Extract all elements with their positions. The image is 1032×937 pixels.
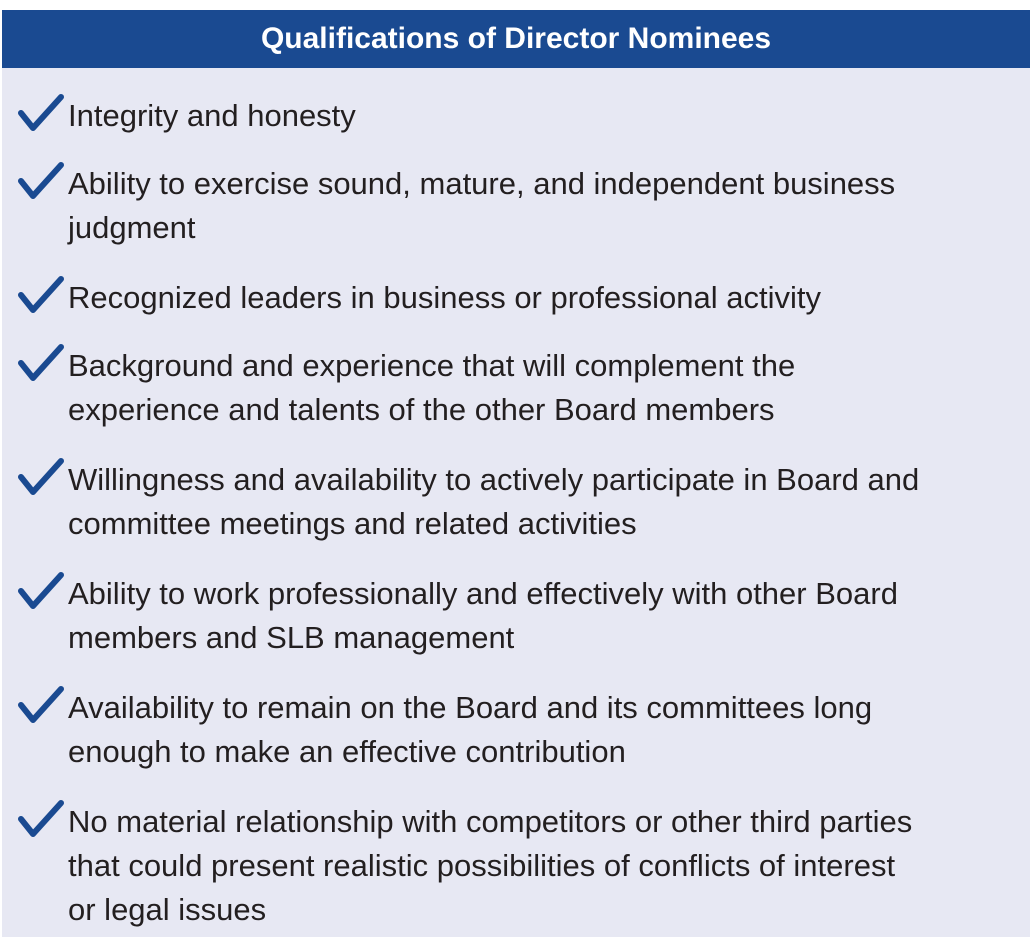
qualifications-panel: Qualifications of Director Nominees Inte… [2, 10, 1030, 937]
list-item-text: No material relationship with competitor… [68, 804, 913, 927]
checkmark-icon [18, 162, 64, 199]
checkmark-icon [18, 94, 64, 131]
list-item-text: Ability to exercise sound, mature, and i… [68, 166, 896, 245]
checkmark-icon [18, 800, 64, 837]
list-item-text: Recognized leaders in business or profes… [68, 280, 822, 315]
panel-header: Qualifications of Director Nominees [2, 10, 1030, 68]
list-item-text: Ability to work professionally and effec… [68, 576, 898, 655]
checkmark-icon [18, 686, 64, 723]
list-item-text: Willingness and availability to actively… [68, 462, 920, 541]
checkmark-icon [18, 458, 64, 495]
list-item-text: Availability to remain on the Board and … [68, 690, 873, 769]
checkmark-icon [18, 344, 64, 381]
checkmark-icon [18, 572, 64, 609]
checkmark-icon [18, 276, 64, 313]
list-item-text: Integrity and honesty [68, 98, 356, 133]
panel-title: Qualifications of Director Nominees [260, 22, 772, 55]
list-item-text: Background and experience that will comp… [68, 348, 796, 427]
